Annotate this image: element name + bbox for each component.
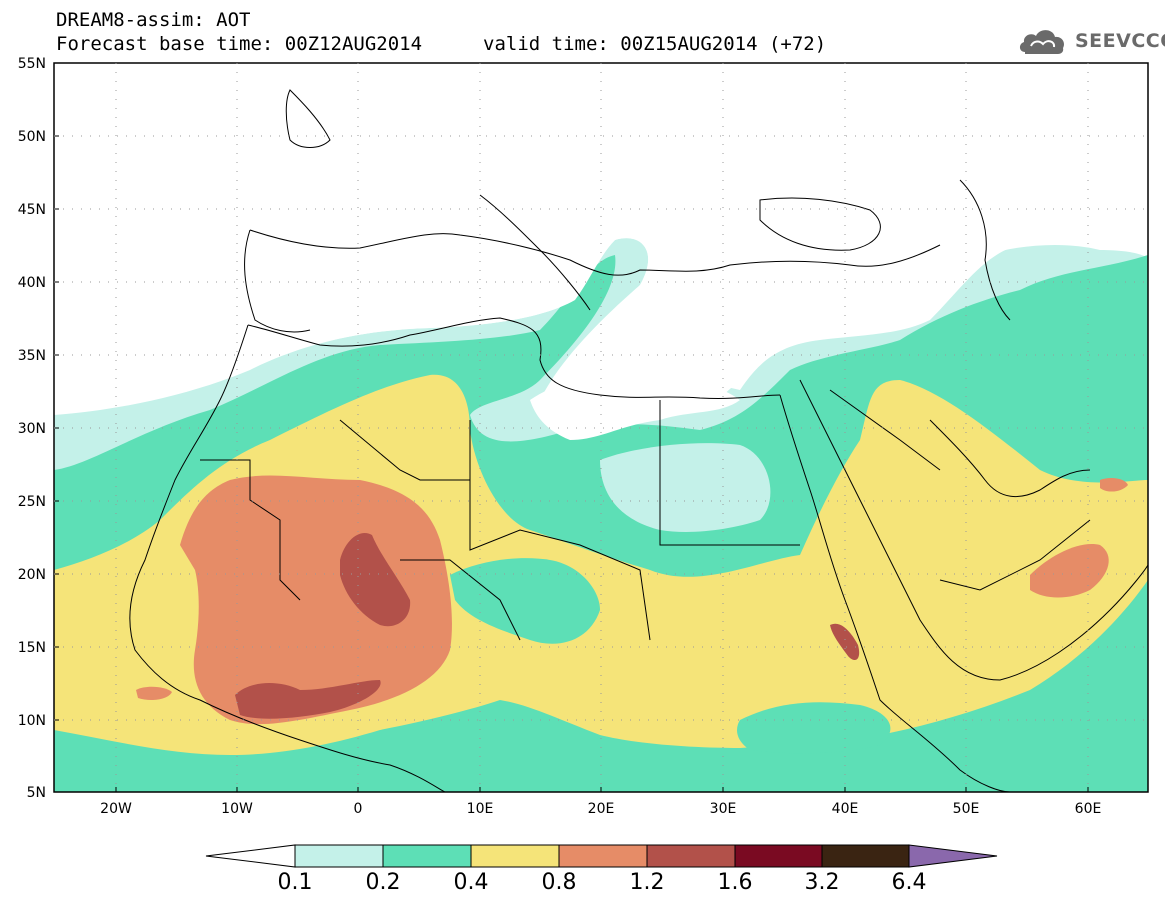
map-title: DREAM8-assim: AOT [56,9,251,31]
lat-label: 5N [27,785,46,801]
border-7 [829,389,941,471]
colorbar [205,844,998,868]
border-5 [400,559,521,641]
border-2 [339,419,470,481]
clean-air-libya [530,375,740,440]
colorbar-swatch [821,844,910,868]
border-6 [939,519,1091,591]
aot-field-1.2-south [235,680,381,719]
lon-labels: 20W 10W 0 10E 20E 30E 40E 50E 60E [100,801,1101,817]
lat-label: 10N [18,713,46,729]
colorbar-label: 1.6 [717,870,753,895]
lon-label: 40E [832,801,859,817]
border-1 [200,459,301,601]
lon-label: 50E [953,801,980,817]
aot-field-1.2-eritrea [830,623,860,661]
coastlines [129,89,1148,792]
colorbar-swatch [558,844,648,868]
aot-field-0.1-egypt [600,443,771,532]
colorbar-label: 6.4 [891,870,927,895]
colorbar-swatch [734,844,823,868]
colorbar-swatch [382,844,472,868]
lon-label: 20E [588,801,615,817]
border-3 [469,420,651,641]
lon-label: 60E [1075,801,1102,817]
coast-italy [479,194,591,311]
aot-field-0.2-chad [737,702,891,754]
colorbar-label: 1.2 [629,870,665,895]
colorbar-label: 3.2 [804,870,840,895]
seevccc-logo: SEEVCCC [1017,24,1165,58]
border-4 [659,400,800,546]
colorbar-swatch [470,844,560,868]
lat-label: 30N [18,421,46,437]
valid-time: valid time: 00Z15AUG2014 (+72) [483,33,827,55]
coast-britain [285,89,331,148]
aot-field-0.8-westcoast [136,686,172,700]
colorbar-lower-arrow [205,844,296,868]
coast-red-sea-west [779,394,1011,792]
lat-label: 50N [18,129,46,145]
lon-label: 10E [467,801,494,817]
lon-label: 10W [221,801,253,817]
aot-field-0.8-gulf [1100,477,1128,492]
lon-label: 30E [710,801,737,817]
coast-africa-west [129,324,446,792]
coast-europe-south [249,229,941,276]
aot-field-0.2-sudan [450,558,600,644]
lat-label: 25N [18,494,46,510]
coast-gulf [929,419,1091,498]
colorbar-swatch [294,844,384,868]
coast-caspian [959,179,1011,321]
lon-label: 0 [354,801,363,817]
lon-label: 20W [100,801,132,817]
graticule-ticks [54,62,1089,793]
coast-blacksea [759,197,881,251]
lat-label: 55N [18,56,46,72]
coast-iberia [244,229,311,333]
cloud-icon [1019,30,1065,54]
coast-red-sea-east [799,379,1148,681]
lat-label: 40N [18,275,46,291]
colorbar-label: 0.1 [277,870,313,895]
colorbar-label: 0.2 [365,870,401,895]
aot-field-0.8-yemen [1030,544,1109,598]
lat-labels: 55N 50N 45N 40N 35N 30N 25N 20N 15N 10N … [18,56,46,801]
lat-label: 45N [18,202,46,218]
aot-field-0.8-west [180,475,452,725]
colorbar-label: 0.4 [453,870,489,895]
logo-text: SEEVCCC [1075,30,1165,52]
coast-africa-north [247,317,781,399]
base-time: Forecast base time: 00Z12AUG2014 [56,33,423,55]
colorbar-upper-arrow [908,844,998,868]
clean-air-europe [54,63,1148,412]
lat-label: 35N [18,348,46,364]
colorbar-label: 0.8 [541,870,577,895]
lat-label: 20N [18,567,46,583]
aot-field-1.2-mali [340,532,411,627]
aot-fields [54,63,1148,792]
lat-label: 15N [18,640,46,656]
colorbar-swatch [646,844,736,868]
